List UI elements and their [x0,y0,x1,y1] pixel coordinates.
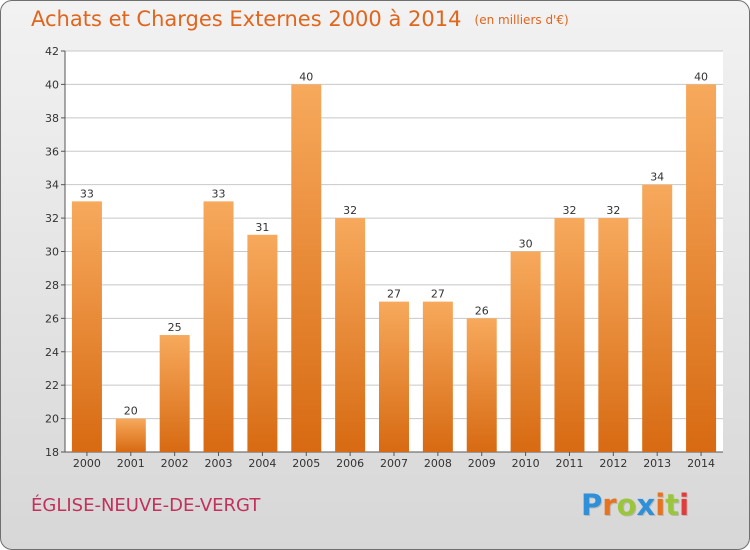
x-tick-label-2004: 2004 [248,457,276,470]
data-label-2006: 32 [343,204,357,217]
logo-letter: i [655,488,666,522]
chart-unit: (en milliers d'€) [474,13,569,27]
logo-letter: i [679,488,690,522]
y-tick-label: 24 [45,346,59,359]
y-tick-label: 38 [45,112,59,125]
y-tick-label: 36 [45,145,59,158]
data-label-2002: 25 [168,321,182,334]
proxiti-logo: Proxiti [581,488,689,522]
data-label-2005: 40 [299,70,313,83]
data-label-2007: 27 [387,288,401,301]
data-label-2009: 26 [475,304,489,317]
x-tick-label-2012: 2012 [599,457,627,470]
logo-letter: P [581,488,603,522]
data-labels: 33 20 25 33 31 40 32 27 27 26 30 32 32 34 40 [80,70,708,417]
x-tick-label-2002: 2002 [161,457,189,470]
y-tick-label: 18 [45,446,59,459]
chart-title-text: Achats et Charges Externes 2000 à 2014 [31,7,462,31]
data-label-2011: 32 [562,204,576,217]
data-label-2014: 40 [694,70,708,83]
x-tick-label-2014: 2014 [687,457,715,470]
bar-2009 [466,318,497,452]
chart-title: Achats et Charges Externes 2000 à 2014 (… [31,5,569,33]
bar-2014 [686,84,717,453]
x-tick-label-2001: 2001 [117,457,145,470]
bar-2005 [291,84,322,453]
y-tick-label: 26 [45,312,59,325]
logo-letter: t [665,488,680,522]
bar-2013 [642,184,673,452]
x-tick-label-2000: 2000 [73,457,101,470]
bar-2008 [422,301,453,452]
y-tick-label: 42 [45,45,59,58]
x-tick-label-2010: 2010 [512,457,540,470]
x-tick-label-2009: 2009 [468,457,496,470]
x-tick-label-2007: 2007 [380,457,408,470]
y-tick-label: 22 [45,379,59,392]
y-tick-label: 20 [45,413,59,426]
bar-2004 [247,234,278,452]
bar-2010 [510,251,541,452]
x-tick-label-2008: 2008 [424,457,452,470]
data-label-2013: 34 [650,171,664,184]
x-tick-label-2013: 2013 [643,457,671,470]
y-tick-label: 34 [45,179,59,192]
data-label-2012: 32 [606,204,620,217]
data-label-2001: 20 [124,405,138,418]
y-tick-label: 30 [45,246,59,259]
logo-letter: r [602,488,617,522]
data-label-2000: 33 [80,187,94,200]
data-label-2010: 30 [519,238,533,251]
x-tick-label-2011: 2011 [555,457,583,470]
bar-2006 [335,218,366,452]
tick-labels: 18 20 22 24 26 28 30 32 34 36 38 40 42 2000 2001 2002 20… [45,45,715,470]
bar-2003 [203,201,234,452]
y-tick-label: 28 [45,279,59,292]
bar-2007 [379,301,409,452]
data-label-2004: 31 [255,221,269,234]
logo-letter: x [636,488,656,522]
x-tick-label-2003: 2003 [205,457,233,470]
x-tick-label-2005: 2005 [292,457,320,470]
commune-name: ÉGLISE-NEUVE-DE-VERGT [31,495,261,516]
x-tick-label-2006: 2006 [336,457,364,470]
data-label-2003: 33 [212,187,226,200]
bar-2012 [598,218,629,452]
data-label-2008: 27 [431,288,445,301]
y-tick-label: 40 [45,78,59,91]
bars [71,84,717,453]
bar-2002 [159,335,190,452]
y-tick-label: 32 [45,212,59,225]
bar-2001 [115,418,146,452]
logo-letter: o [616,488,637,522]
bar-2000 [71,201,102,452]
bar-2011 [554,218,585,452]
